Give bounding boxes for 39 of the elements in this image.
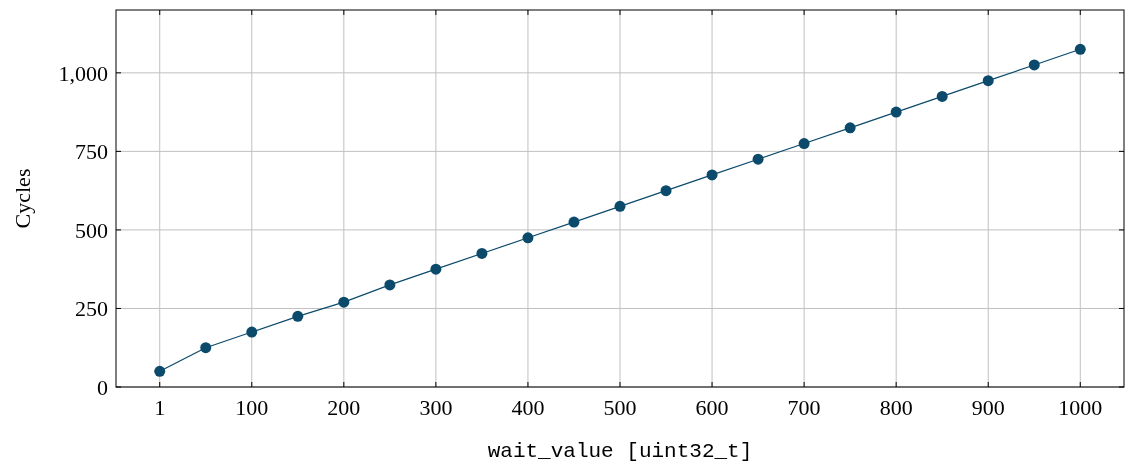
point — [154, 365, 166, 377]
point — [384, 279, 396, 291]
point — [246, 326, 258, 338]
point — [706, 169, 718, 181]
point — [568, 216, 580, 228]
y-tick-label: 1,000 — [58, 60, 108, 86]
point — [1028, 59, 1040, 71]
point — [614, 200, 626, 212]
x-tick-label: 700 — [787, 395, 821, 420]
x-axis-title: wait_value [uint32_t] — [487, 440, 753, 463]
y-axis-title: Cycles — [10, 168, 35, 229]
x-tick-label: 1 — [154, 395, 166, 420]
x-tick-label: 1000 — [1058, 395, 1103, 420]
point — [982, 75, 994, 87]
x-tick-label: 200 — [327, 395, 361, 420]
x-tick-label: 400 — [511, 395, 545, 420]
y-tick-label: 0 — [97, 374, 108, 400]
point — [752, 153, 764, 165]
x-tick-label: 100 — [235, 395, 269, 420]
point — [292, 310, 304, 322]
x-tick-label: 900 — [971, 395, 1005, 420]
y-tick-label: 250 — [75, 296, 108, 322]
x-tick-label: 600 — [695, 395, 729, 420]
point — [1074, 43, 1086, 55]
y-tick-label: 750 — [75, 139, 108, 165]
point — [660, 185, 672, 197]
point — [476, 247, 488, 259]
point — [522, 232, 534, 244]
point — [430, 263, 442, 275]
point — [338, 296, 350, 308]
point — [890, 106, 902, 118]
point — [936, 90, 948, 102]
point — [200, 342, 212, 354]
x-tick-label: 500 — [603, 395, 637, 420]
point — [844, 122, 856, 134]
x-tick-label: 800 — [879, 395, 913, 420]
x-tick-label: 300 — [419, 395, 453, 420]
y-tick-label: 500 — [75, 217, 108, 243]
point — [798, 138, 810, 150]
